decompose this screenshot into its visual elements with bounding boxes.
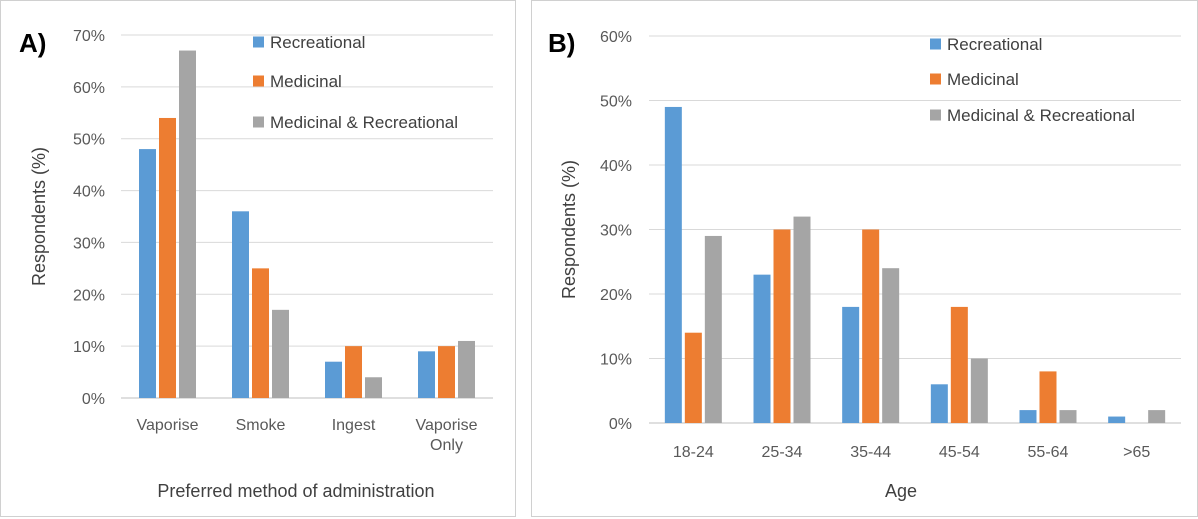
x-tick-label: Vaporise [416, 417, 478, 434]
y-tick-label: 50% [73, 132, 105, 149]
y-tick-label: 20% [600, 287, 632, 304]
bar-medicinal-recreational-5 [1148, 410, 1166, 423]
bar-recreational-3 [930, 384, 948, 423]
x-tick-label: >65 [1123, 444, 1150, 461]
legend-swatch [930, 38, 941, 50]
bar-medicinal-recreational-0 [704, 235, 722, 423]
chart-a-svg: 0% 10% 20% 30% 40% 50% 60% 70% Vaporise Smoke Inge… [19, 28, 493, 501]
chart-panel-a: 0% 10% 20% 30% 40% 50% 60% 70% Vaporise Smoke Inge… [0, 0, 516, 517]
y-tick-label: 20% [73, 287, 105, 304]
bar-medicinal-recreational-0 [179, 50, 196, 399]
y-tick-label: 0% [609, 416, 632, 433]
y-tick-label: 40% [600, 158, 632, 175]
chart-b-svg: 0% 10% 20% 30% 40% 50% 60% 18-24 25-34 35-44 45-54… [548, 28, 1181, 501]
panel-label: B) [548, 28, 575, 58]
x-tick-label: 18-24 [673, 444, 714, 461]
x-tick-label: Only [430, 437, 463, 454]
legend-label: Medicinal & Recreational [270, 113, 458, 132]
y-tick-label: 40% [73, 184, 105, 201]
x-tick-label: Smoke [236, 417, 286, 434]
legend-swatch [930, 109, 941, 121]
bar-recreational-5 [1108, 416, 1126, 423]
bar-medicinal-recreational-2 [365, 377, 382, 398]
bar-recreational-2 [842, 306, 860, 423]
bar-recreational-4 [1019, 410, 1037, 423]
bar-recreational-2 [325, 361, 342, 398]
x-tick-label: 55-64 [1028, 444, 1069, 461]
x-tick-label: Vaporise [137, 417, 199, 434]
y-tick-label: 30% [600, 223, 632, 240]
x-tick-label: 45-54 [939, 444, 980, 461]
bar-medicinal-0 [684, 332, 702, 423]
bar-medicinal-recreational-1 [272, 309, 289, 398]
legend-swatch [253, 75, 264, 87]
bar-medicinal-recreational-1 [793, 216, 811, 423]
legend-label: Medicinal & Recreational [947, 106, 1135, 125]
y-tick-label: 0% [82, 391, 105, 408]
x-tick-label: 35-44 [850, 444, 891, 461]
bar-recreational-0 [664, 106, 682, 423]
bar-medicinal-0 [159, 117, 176, 398]
y-tick-label: 60% [73, 80, 105, 97]
legend-label: Medicinal [270, 72, 342, 91]
legend-swatch [253, 36, 264, 48]
panel-label: A) [19, 28, 46, 58]
x-axis-title: Age [885, 481, 917, 501]
y-tick-label: 10% [600, 352, 632, 369]
bar-medicinal-2 [345, 346, 362, 398]
y-tick-label: 50% [600, 94, 632, 111]
y-tick-label: 60% [600, 29, 632, 46]
bar-recreational-3 [418, 351, 435, 398]
bar-recreational-1 [232, 211, 249, 398]
bar-medicinal-1 [773, 229, 791, 423]
bar-medicinal-3 [950, 306, 968, 423]
bar-recreational-1 [753, 274, 771, 423]
bar-medicinal-3 [438, 346, 455, 398]
bar-medicinal-1 [252, 268, 269, 398]
bar-medicinal-recreational-3 [970, 358, 988, 423]
y-axis-title: Respondents (%) [29, 147, 49, 286]
bar-medicinal-recreational-2 [882, 268, 900, 423]
x-tick-label: 25-34 [762, 444, 803, 461]
bar-medicinal-recreational-4 [1059, 410, 1077, 423]
legend-label: Recreational [947, 35, 1042, 54]
x-tick-label: Ingest [332, 417, 376, 434]
bar-medicinal-4 [1039, 371, 1057, 423]
legend-swatch [253, 116, 264, 128]
y-tick-label: 70% [73, 28, 105, 45]
x-axis-title: Preferred method of administration [157, 481, 434, 501]
chart-panel-b: 0% 10% 20% 30% 40% 50% 60% 18-24 25-34 35-44 45-54… [531, 0, 1198, 517]
legend-label: Medicinal [947, 70, 1019, 89]
bar-medicinal-2 [862, 229, 880, 423]
bar-recreational-0 [139, 149, 156, 398]
y-tick-label: 10% [73, 339, 105, 356]
legend-label: Recreational [270, 33, 365, 52]
y-axis-title: Respondents (%) [559, 160, 579, 299]
y-tick-label: 30% [73, 235, 105, 252]
legend-swatch [930, 73, 941, 85]
bar-medicinal-recreational-3 [458, 340, 475, 398]
